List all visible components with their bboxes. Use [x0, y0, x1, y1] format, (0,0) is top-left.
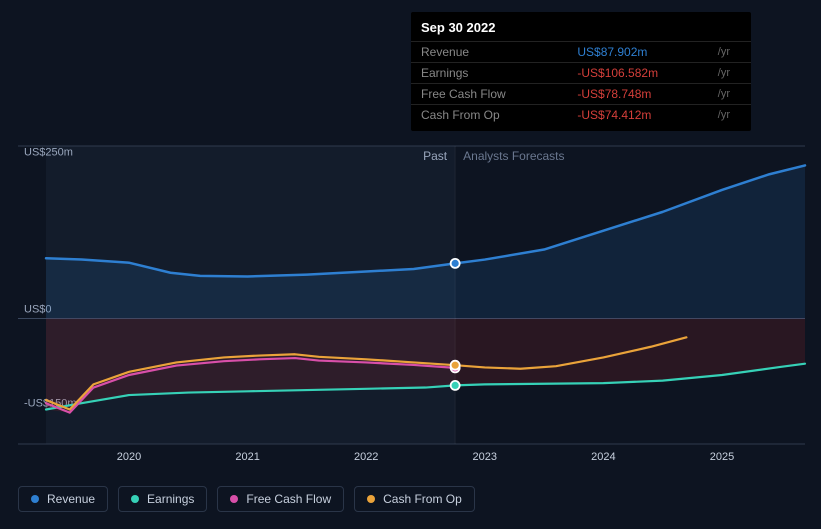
- legend-dot-icon: [367, 495, 375, 503]
- legend-item-cfo[interactable]: Cash From Op: [354, 486, 475, 512]
- tooltip-metric-value: -US$78.748m: [567, 84, 717, 105]
- tooltip-metric-label: Free Cash Flow: [411, 84, 567, 105]
- tooltip-metric-label: Earnings: [411, 63, 567, 84]
- svg-text:2025: 2025: [710, 451, 734, 463]
- hover-tooltip: Sep 30 2022 RevenueUS$87.902m/yr Earnings…: [411, 12, 751, 131]
- tooltip-metric-value: -US$106.582m: [567, 63, 717, 84]
- tooltip-metric-label: Revenue: [411, 42, 567, 63]
- svg-text:2022: 2022: [354, 451, 378, 463]
- svg-text:2021: 2021: [235, 451, 259, 463]
- svg-text:Past: Past: [423, 149, 448, 163]
- svg-text:2024: 2024: [591, 451, 615, 463]
- legend-dot-icon: [230, 495, 238, 503]
- legend-item-earnings[interactable]: Earnings: [118, 486, 207, 512]
- legend-label: Cash From Op: [383, 492, 462, 506]
- financial-chart: US$250mUS$0-US$150m202020212022202320242…: [0, 0, 821, 524]
- tooltip-metric-value: -US$74.412m: [567, 105, 717, 126]
- legend-dot-icon: [131, 495, 139, 503]
- tooltip-suffix: /yr: [718, 105, 751, 126]
- legend-dot-icon: [31, 495, 39, 503]
- tooltip-date: Sep 30 2022: [411, 18, 751, 41]
- tooltip-suffix: /yr: [718, 42, 751, 63]
- svg-text:2020: 2020: [117, 451, 141, 463]
- svg-text:2023: 2023: [473, 451, 497, 463]
- legend-label: Earnings: [147, 492, 194, 506]
- legend: Revenue Earnings Free Cash Flow Cash From O…: [18, 486, 475, 512]
- tooltip-suffix: /yr: [718, 63, 751, 84]
- svg-text:Analysts Forecasts: Analysts Forecasts: [463, 149, 564, 163]
- legend-label: Revenue: [47, 492, 95, 506]
- svg-text:US$250m: US$250m: [24, 147, 73, 159]
- legend-item-fcf[interactable]: Free Cash Flow: [217, 486, 344, 512]
- tooltip-suffix: /yr: [718, 84, 751, 105]
- legend-item-revenue[interactable]: Revenue: [18, 486, 108, 512]
- legend-label: Free Cash Flow: [246, 492, 331, 506]
- tooltip-metric-label: Cash From Op: [411, 105, 567, 126]
- tooltip-metric-value: US$87.902m: [567, 42, 717, 63]
